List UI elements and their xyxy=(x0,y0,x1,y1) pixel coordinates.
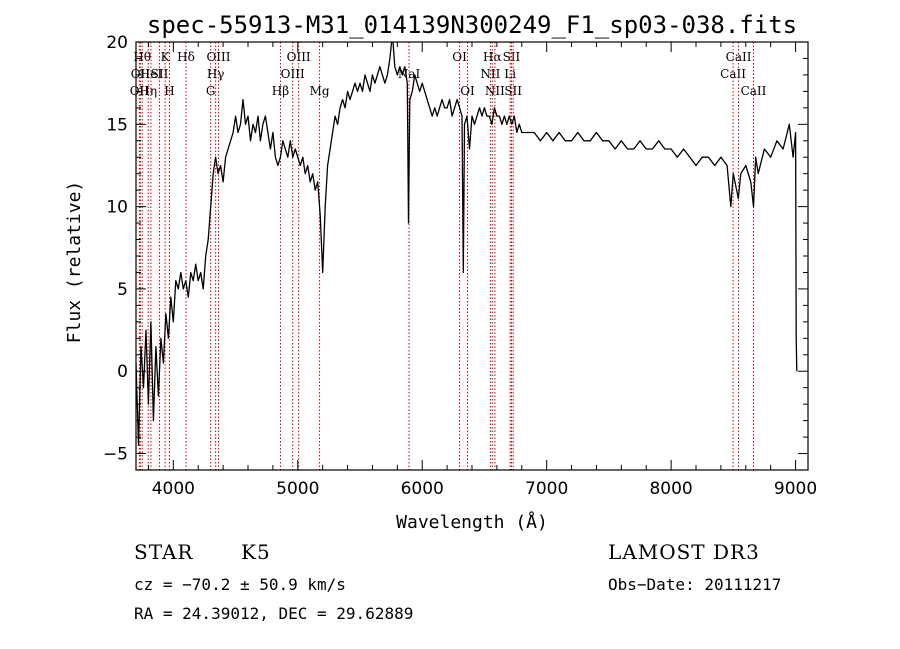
x-axis-label: Wavelength (Å) xyxy=(396,511,548,533)
line-marker-label-20: Hα xyxy=(483,50,502,64)
y-axis-label: Flux (relative) xyxy=(64,181,85,344)
coordinates: RA = 24.39012, DEC = 29.62889 xyxy=(134,604,414,623)
survey-name: LAMOST DR3 xyxy=(608,540,760,564)
plot-frame xyxy=(135,41,809,471)
x-tick-label-1: 5000 xyxy=(276,479,319,499)
line-marker-label-4: HeI xyxy=(140,67,163,81)
line-marker-label-24: SII xyxy=(504,84,522,98)
line-marker-label-26: CaII xyxy=(726,50,752,64)
line-marker-label-8: Hδ xyxy=(177,50,195,64)
line-marker-label-10: Hγ xyxy=(207,67,225,81)
line-marker-label-15: Mg xyxy=(310,84,330,98)
line-markers: HθOIIOIIHηHeISIIKHHδGHγOIIIHβOIIIOIIIMgN… xyxy=(130,42,767,470)
line-marker-label-27: CaII xyxy=(741,84,767,98)
line-marker-label-25: CaII xyxy=(720,67,746,81)
line-marker-label-12: Hβ xyxy=(272,84,289,98)
line-marker-label-17: OI xyxy=(452,50,467,64)
line-marker-label-3: Hη xyxy=(139,84,157,98)
line-marker-label-22: Li xyxy=(504,67,516,81)
axes: 4000 5000 6000 7000 8000 9000 −5 0 5 10 15 20 xyxy=(103,33,817,499)
chart-title: spec-55913-M31_014139N300249_F1_sp03-038… xyxy=(147,11,797,39)
y-tick-label-1: 0 xyxy=(117,362,128,382)
line-marker-label-14: OIII xyxy=(287,50,311,64)
line-marker-label-13: OIII xyxy=(281,67,305,81)
x-tick-label-4: 8000 xyxy=(649,479,692,499)
observation-date: Obs−Date: 20111217 xyxy=(608,575,782,594)
y-tick-label-0: −5 xyxy=(103,445,128,465)
line-marker-label-21: NII xyxy=(485,84,505,98)
line-marker-label-7: H xyxy=(164,84,174,98)
y-tick-label-4: 15 xyxy=(106,115,128,135)
line-marker-label-23: SII xyxy=(503,50,521,64)
y-tick-label-3: 10 xyxy=(106,198,128,218)
line-marker-label-6: K xyxy=(161,50,171,64)
line-marker-label-5: SII xyxy=(151,67,169,81)
x-tick-label-0: 4000 xyxy=(152,479,195,499)
series-0-line xyxy=(136,42,798,446)
x-tick-label-3: 7000 xyxy=(525,479,568,499)
line-marker-label-0: Hθ xyxy=(133,50,151,64)
spectrum-series xyxy=(136,42,798,446)
x-tick-label-5: 9000 xyxy=(774,479,817,499)
line-marker-label-18: OI xyxy=(460,84,475,98)
line-marker-label-16: NaI xyxy=(398,67,421,81)
y-tick-label-2: 5 xyxy=(117,280,128,300)
y-tick-label-5: 20 xyxy=(106,33,128,53)
redshift-velocity: cz = −70.2 ± 50.9 km/s xyxy=(134,575,346,594)
object-subclass: K5 xyxy=(241,540,271,564)
line-marker-label-11: OIII xyxy=(206,50,230,64)
line-marker-label-9: G xyxy=(206,84,216,98)
object-class: STAR xyxy=(134,540,194,564)
line-marker-label-19: NII xyxy=(480,67,500,81)
x-tick-label-2: 6000 xyxy=(401,479,444,499)
